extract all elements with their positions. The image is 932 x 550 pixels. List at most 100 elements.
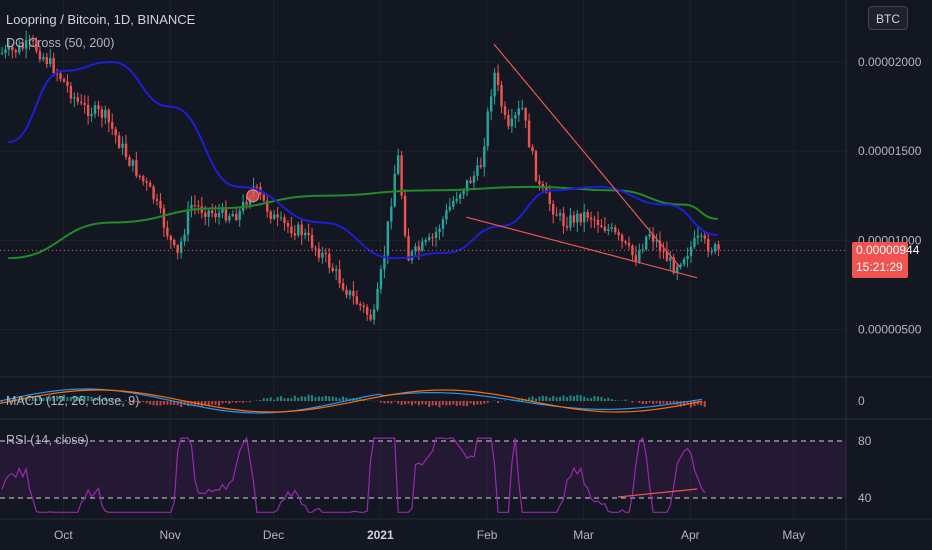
candle-body — [641, 249, 644, 251]
macd-bar — [607, 397, 610, 401]
macd-bar — [528, 397, 531, 401]
macd-bar — [693, 401, 696, 407]
macd-bar — [397, 401, 400, 404]
macd-bar — [479, 401, 482, 405]
macd-bar — [259, 399, 262, 401]
candle-body — [224, 207, 228, 221]
macd-bar — [466, 401, 469, 407]
candle-body — [717, 244, 720, 250]
macd-bar — [73, 396, 76, 401]
macd-bar — [311, 395, 314, 401]
macd-legend[interactable]: MACD (12, 26, close, 9) — [6, 394, 140, 408]
candle-body — [672, 257, 675, 274]
candle-body — [710, 251, 713, 253]
macd-bar — [559, 396, 562, 401]
candle-body — [696, 235, 700, 238]
macd-bar — [173, 401, 176, 405]
candle-body — [638, 250, 641, 262]
candle-body — [462, 190, 465, 195]
macd-bar — [483, 401, 486, 404]
candle-body — [469, 180, 472, 183]
macd-bar — [76, 396, 79, 401]
rsi-trendline — [617, 488, 698, 498]
candle-body — [173, 240, 176, 246]
candle-body — [31, 39, 35, 41]
macd-bar — [552, 395, 555, 401]
symbol-legend[interactable]: Loopring / Bitcoin, 1D, BINANCE — [6, 12, 196, 27]
currency-button[interactable]: BTC — [868, 6, 908, 30]
candle-body — [104, 109, 107, 118]
macd-bar — [231, 401, 234, 403]
candle-body — [403, 195, 407, 236]
candle-body — [662, 251, 665, 253]
macd-signal-line — [0, 389, 703, 413]
macd-bar — [472, 401, 475, 406]
candle-body — [548, 192, 551, 204]
candle-body — [111, 122, 114, 129]
candle-body — [317, 248, 321, 258]
candle-body — [314, 247, 317, 249]
candle-body — [524, 108, 527, 121]
macd-bar — [190, 401, 193, 406]
macd-bar — [328, 396, 331, 401]
macd-bar — [149, 401, 152, 405]
macd-bar — [383, 401, 386, 404]
candle-body — [534, 151, 538, 181]
candle-body — [62, 79, 66, 82]
macd-bar — [242, 401, 245, 403]
candle-body — [645, 236, 648, 250]
macd-bar — [169, 401, 172, 405]
candle-body — [283, 217, 286, 224]
macd-bar — [321, 396, 324, 401]
candle-body — [21, 45, 24, 49]
candle-body — [483, 146, 486, 168]
candle-body — [328, 253, 331, 268]
candle-body — [221, 207, 224, 213]
macd-bar — [335, 397, 338, 401]
macd-bar — [45, 396, 48, 401]
macd-bar — [293, 395, 296, 401]
time-axis-label: Dec — [263, 528, 284, 542]
candle-body — [689, 246, 693, 256]
time-axis-label: Feb — [477, 528, 498, 542]
candle-body — [500, 84, 503, 107]
candle-body — [458, 194, 462, 199]
macd-bar — [669, 401, 672, 405]
macd-bar — [211, 401, 214, 405]
macd-bar — [696, 401, 699, 405]
candle-body — [676, 266, 679, 274]
macd-bar — [452, 401, 455, 405]
macd-bar — [641, 401, 644, 405]
candle-body — [493, 72, 496, 97]
candle-body — [583, 212, 586, 223]
rsi-legend[interactable]: RSI (14, close) — [6, 433, 89, 447]
macd-bar — [59, 396, 62, 401]
indicator-legend[interactable]: DG Cross (50, 200) — [6, 36, 115, 50]
macd-bar — [283, 398, 286, 401]
candle-body — [272, 214, 276, 219]
candle-body — [431, 236, 434, 238]
macd-bar — [404, 401, 407, 405]
trendline — [493, 43, 681, 268]
macd-bar — [176, 401, 179, 406]
candle-body — [617, 232, 620, 236]
candle-body — [166, 227, 169, 237]
candle-body — [7, 46, 11, 50]
macd-bar — [131, 401, 134, 403]
macd-bar — [204, 401, 207, 405]
candle-body — [620, 235, 624, 242]
candle-body — [142, 176, 145, 182]
macd-bar — [486, 401, 489, 403]
candle-body — [365, 307, 369, 315]
candle-body — [541, 183, 545, 188]
candle-body — [279, 217, 283, 219]
candle-body — [228, 216, 231, 221]
candle-body — [4, 49, 7, 53]
candle-body — [155, 199, 159, 201]
macd-bar — [445, 401, 448, 406]
candle-body — [472, 175, 476, 183]
candle-body — [438, 228, 441, 233]
macd-bar — [679, 401, 682, 407]
candle-body — [286, 223, 290, 227]
